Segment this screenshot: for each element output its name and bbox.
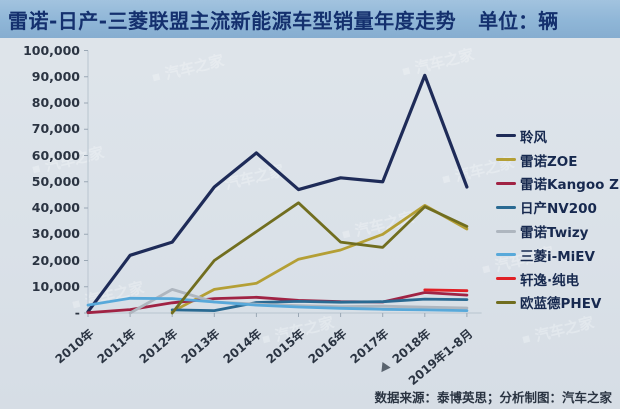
series-line-7 bbox=[423, 288, 469, 293]
y-axis-tick-label: 40,000 bbox=[31, 200, 80, 215]
legend: 聆风雷诺ZOE 雷诺Kangoo ZE 日产NV200 雷诺Twizy 三菱i-MiEV… bbox=[496, 124, 620, 314]
unit-label: 单位：辆 bbox=[478, 8, 559, 33]
y-axis-tick-label: 20,000 bbox=[31, 252, 80, 268]
legend-item-7[interactable]: 轩逸·纯电 bbox=[496, 267, 620, 291]
series-line-1 bbox=[86, 73, 469, 314]
y-axis-tick-label: 90,000 bbox=[31, 68, 80, 84]
legend-item-3[interactable]: 雷诺Kangoo ZE bbox=[496, 172, 620, 196]
legend-label: 聆风 bbox=[520, 129, 547, 146]
chart-title: 雷诺-日产-三菱联盟主流新能源车型销量年度走势 bbox=[8, 8, 457, 33]
legend-item-4[interactable]: 日产NV200 bbox=[496, 195, 620, 219]
y-axis-tick-label: 50,000 bbox=[31, 173, 80, 189]
legend-swatch-icon bbox=[496, 205, 516, 209]
legend-label: 雷诺ZOE bbox=[520, 153, 578, 170]
legend-swatch-icon bbox=[496, 277, 516, 281]
legend-swatch-icon bbox=[496, 134, 516, 138]
series-line-2 bbox=[170, 203, 469, 314]
legend-label: 三菱i-MiEV bbox=[520, 248, 595, 265]
y-axis-tick-label: - bbox=[74, 305, 80, 320]
legend-swatch-icon bbox=[496, 300, 516, 304]
series-line-6 bbox=[86, 296, 469, 313]
legend-item-6[interactable]: 三菱i-MiEV bbox=[496, 243, 620, 267]
legend-item-5[interactable]: 雷诺Twizy bbox=[496, 219, 620, 243]
title-bar: 雷诺-日产-三菱联盟主流新能源车型销量年度走势 单位：辆 bbox=[0, 0, 620, 38]
legend-label: 欧蓝德PHEV bbox=[520, 296, 602, 313]
y-axis-tick-label: 80,000 bbox=[31, 95, 80, 110]
legend-swatch-icon bbox=[496, 229, 516, 233]
series-line-3 bbox=[86, 291, 469, 315]
legend-item-8[interactable]: 欧蓝德PHEV bbox=[496, 291, 620, 315]
legend-swatch-icon bbox=[496, 253, 516, 257]
y-axis-tick-label: 30,000 bbox=[31, 226, 80, 242]
source-note: 数据来源：泰博英思；分析制图：汽车之家 bbox=[374, 390, 612, 405]
legend-swatch-icon bbox=[496, 158, 516, 162]
legend-item-2[interactable]: 雷诺ZOE bbox=[496, 148, 620, 172]
y-axis-tick-label: 60,000 bbox=[31, 147, 80, 163]
y-axis-tick-label: 70,000 bbox=[31, 121, 80, 137]
legend-label: 轩逸·纯电 bbox=[520, 272, 580, 289]
legend-item-1[interactable]: 聆风 bbox=[496, 124, 620, 148]
legend-swatch-icon bbox=[496, 181, 516, 185]
legend-label: 雷诺Twizy bbox=[520, 225, 589, 242]
y-axis-tick-label: 10,000 bbox=[31, 278, 80, 294]
series-line-8 bbox=[170, 201, 469, 315]
y-axis-tick-label: 100,000 bbox=[23, 42, 80, 58]
series-line-4 bbox=[170, 297, 469, 313]
legend-label: 雷诺Kangoo ZE bbox=[520, 177, 620, 194]
legend-label: 日产NV200 bbox=[520, 201, 597, 218]
